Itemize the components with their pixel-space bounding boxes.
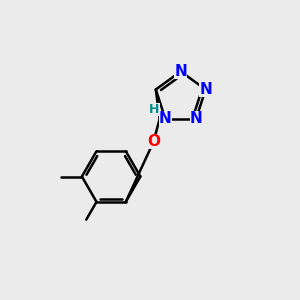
Text: N: N <box>174 64 187 79</box>
Text: O: O <box>147 134 160 149</box>
Text: N: N <box>199 82 212 97</box>
Text: H: H <box>149 103 160 116</box>
Text: N: N <box>190 111 202 126</box>
Text: N: N <box>159 111 172 126</box>
